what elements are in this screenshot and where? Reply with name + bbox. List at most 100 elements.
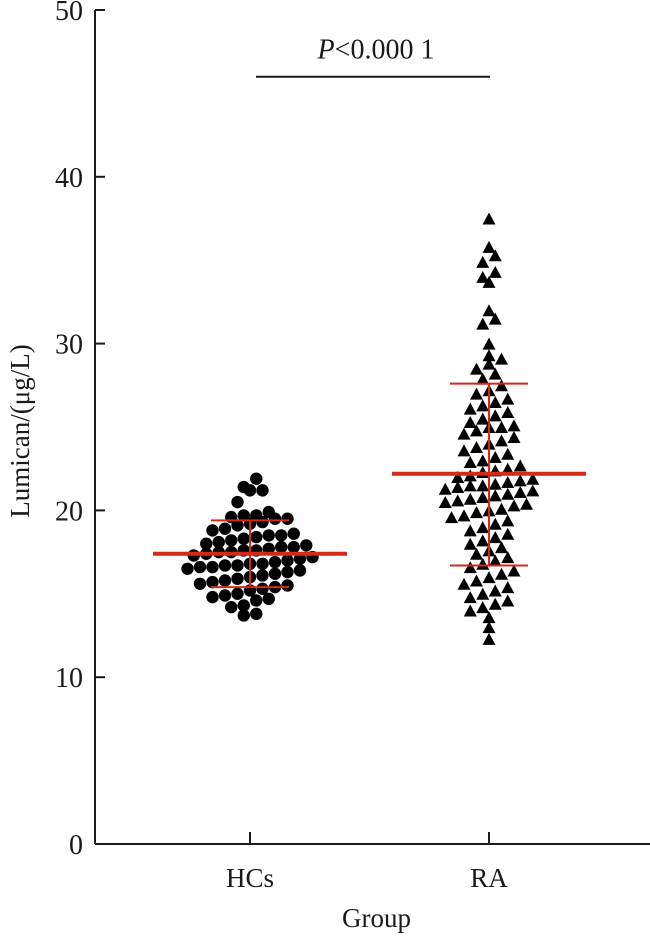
ra-data-point: [476, 601, 490, 614]
hcs-data-point: [256, 484, 269, 497]
y-tick-label: 0: [69, 830, 83, 861]
ra-data-point: [463, 604, 477, 617]
ra-data-point: [470, 441, 483, 454]
ra-data-point: [476, 270, 490, 283]
hcs-data-point: [287, 527, 300, 540]
hcs-data-point: [206, 590, 219, 604]
data-points: [181, 212, 540, 645]
x-axis-label: Group: [342, 903, 411, 933]
ra-data-point: [507, 499, 521, 512]
hcs-data-point: [237, 509, 250, 522]
hcs-data-point: [193, 577, 207, 590]
ra-data-point: [457, 427, 471, 440]
ra-data-point: [495, 434, 508, 447]
hcs-data-point: [250, 472, 263, 485]
significance-annotation: P<0.000 1: [256, 35, 490, 78]
hcs-data-point: [231, 587, 244, 600]
ra-data-point: [463, 492, 477, 505]
hcs-data-point: [231, 559, 244, 572]
ra-data-point: [482, 571, 496, 584]
x-axis: HCs RA: [95, 832, 650, 893]
summary-bars: [153, 382, 586, 589]
ra-data-point: [501, 392, 515, 405]
ra-data-point: [463, 456, 477, 469]
ra-data-point: [476, 479, 490, 492]
ra-data-point: [495, 421, 508, 433]
ra-data-point: [470, 547, 483, 560]
ra-data-point: [470, 506, 483, 519]
hcs-data-point: [281, 554, 294, 567]
ra-data-point: [488, 367, 502, 380]
ra-data-point: [476, 317, 490, 330]
hcs-data-point: [293, 564, 307, 577]
ra-data-point: [482, 357, 496, 370]
ra-data-point: [488, 597, 502, 610]
ra-data-point: [488, 489, 502, 502]
hcs-data-point: [200, 537, 213, 550]
hcs-data-point: [268, 555, 282, 569]
y-tick-label: 10: [55, 663, 83, 694]
ra-data-point: [488, 584, 502, 597]
ra-data-point: [495, 502, 508, 515]
ra-data-point: [501, 487, 515, 500]
ra-data-point: [463, 561, 477, 574]
hcs-data-point: [225, 534, 238, 547]
hcs-data-point: [275, 529, 288, 542]
ra-data-point: [470, 362, 483, 375]
hcs-data-point: [231, 495, 244, 509]
y-axis-label: Lumican/(μg/L): [5, 344, 35, 517]
ra-data-point: [476, 587, 490, 600]
ra-data-point: [488, 531, 502, 544]
hcs-data-point: [181, 562, 194, 575]
hcs-data-point: [256, 569, 269, 582]
ra-data-point: [507, 431, 521, 444]
hcs-data-point: [237, 609, 250, 622]
ra-data-point: [482, 349, 496, 362]
ra-data-point: [488, 554, 502, 567]
ra-data-point: [526, 484, 540, 497]
ra-data-point: [457, 509, 471, 522]
ra-data-point: [507, 419, 521, 432]
significance-p-value: <0.000 1: [335, 35, 435, 66]
ra-data-point: [501, 405, 515, 418]
ra-data-point: [495, 567, 508, 580]
hcs-data-point: [218, 589, 232, 602]
ra-data-point: [476, 491, 490, 504]
ra-data-point: [476, 372, 490, 385]
ra-data-point: [482, 337, 496, 350]
ra-data-point: [520, 497, 533, 510]
ra-data-point: [463, 524, 477, 537]
ra-data-point: [488, 477, 502, 490]
ra-data-point: [470, 424, 483, 437]
hcs-data-point: [256, 557, 269, 570]
ra-data-point: [438, 496, 452, 509]
x-tick-label: HCs: [226, 863, 274, 893]
ra-data-point: [476, 521, 490, 534]
ra-data-point: [457, 444, 471, 457]
hcs-data-point: [231, 572, 244, 585]
hcs-data-point: [225, 600, 238, 614]
ra-data-point: [501, 476, 515, 489]
ra-data-point: [488, 249, 502, 262]
hcs-data-point: [193, 560, 207, 574]
ra-data-point: [501, 551, 515, 564]
ra-data-point: [501, 514, 515, 527]
y-tick-label: 50: [55, 0, 83, 27]
ra-data-point: [476, 557, 490, 570]
hcs-data-point: [268, 567, 282, 580]
ra-data-point: [482, 240, 496, 253]
hcs-data-point: [237, 599, 250, 612]
ra-data-point: [463, 402, 477, 415]
ra-data-point: [463, 537, 477, 550]
hcs-data-point: [212, 535, 225, 549]
ra-data-point: [488, 312, 502, 325]
ra-data-point: [501, 447, 515, 460]
ra-data-point: [470, 574, 483, 587]
y-tick-label: 40: [55, 163, 83, 194]
hcs-data-point: [281, 579, 294, 592]
hcs-data-point: [300, 539, 313, 552]
ra-data-point: [451, 471, 465, 484]
hcs-data-point: [250, 509, 263, 522]
y-tick-label: 30: [55, 330, 83, 361]
x-tick-label: RA: [470, 863, 508, 893]
